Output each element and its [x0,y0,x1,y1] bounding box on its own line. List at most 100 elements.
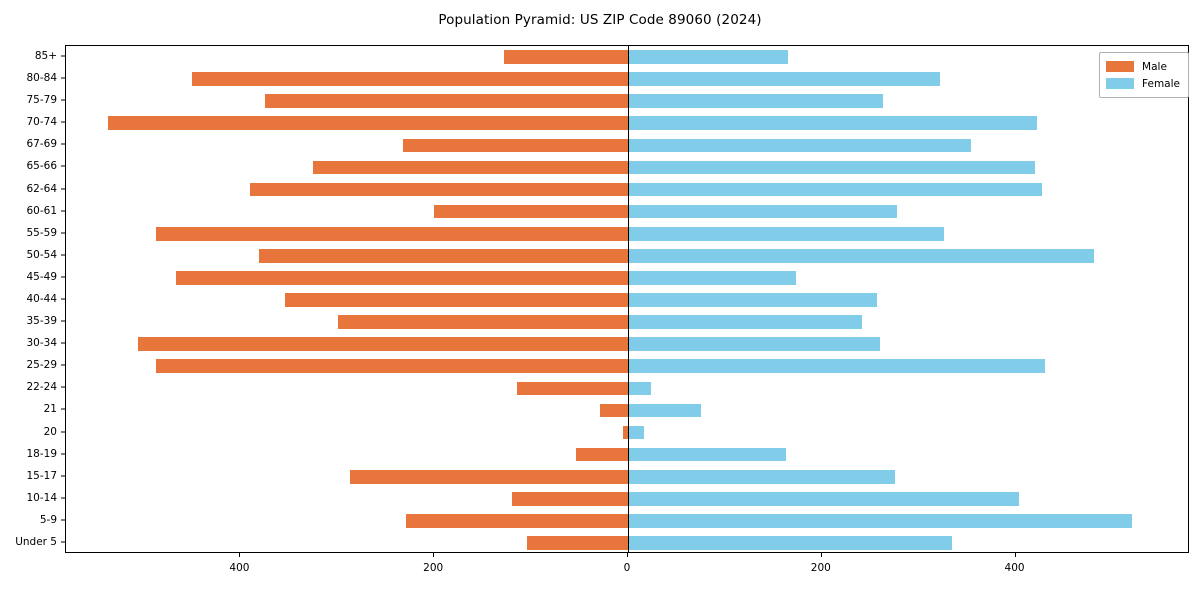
bar-row [66,359,1188,374]
x-tick-mark [820,553,822,557]
bar-female [628,72,940,86]
bar-row [66,381,1188,396]
y-tick-label: 60-61 [26,204,57,217]
page-title: Population Pyramid: US ZIP Code 89060 (2… [438,12,762,28]
bar-female [628,315,863,329]
bar-male [156,226,628,241]
y-tick-label: 85+ [34,50,57,63]
bar-male [107,116,628,131]
y-tick-label: 35-39 [26,315,57,328]
bar-male [575,447,628,462]
legend[interactable]: Male Female [1099,52,1189,98]
bar-female [628,226,944,241]
bar-row [66,72,1188,86]
bar-row [66,491,1188,506]
bar-male [176,271,628,285]
bar-male [623,425,628,440]
bar-male [250,182,628,197]
bar-female [628,50,788,64]
bar-row [66,469,1188,484]
legend-swatch-icon [1106,78,1135,89]
bar-female [628,116,1037,131]
x-tick-label: 400 [229,562,250,574]
legend-label: Male [1142,60,1167,73]
bar-female [628,337,880,351]
bar-female [628,160,1035,175]
bar-row [66,337,1188,351]
bar-female [628,447,786,462]
y-tick-mark [61,121,65,123]
bar-male [338,315,628,329]
y-tick-mark [61,254,65,256]
y-tick-label: 5-9 [39,513,57,526]
y-tick-mark [61,364,65,366]
bar-male [403,138,628,153]
bar-female [628,182,1042,197]
zero-axis-line [628,46,630,552]
y-tick-mark [61,497,65,499]
bar-row [66,248,1188,263]
bar-row [66,536,1188,550]
bar-male [137,337,628,351]
x-tick-mark [1014,553,1016,557]
legend-item-male[interactable]: Male [1106,58,1180,75]
y-tick-mark [61,408,65,410]
bar-female [628,425,644,440]
y-tick-mark [61,453,65,455]
y-tick-label: 10-14 [26,491,57,504]
y-tick-label: 21 [43,403,57,416]
bar-row [66,425,1188,440]
x-tick-label: 400 [1004,562,1025,574]
y-tick-label: 40-44 [26,293,57,305]
y-tick-label: 45-49 [26,270,57,283]
y-tick-mark [61,475,65,477]
y-tick-label: 15-17 [26,469,57,482]
bar-male [503,50,628,64]
y-tick-mark [61,276,65,278]
y-tick-mark [61,77,65,79]
y-tick-label: 65-66 [26,160,57,173]
bar-male [313,160,628,175]
y-tick-mark [61,55,65,57]
x-tick-label: 200 [423,562,444,574]
bar-female [628,514,1132,528]
bar-male [527,536,628,550]
bar-male [516,381,628,396]
bar-female [628,204,898,219]
bar-row [66,271,1188,285]
bar-row [66,138,1188,153]
y-tick-label: 70-74 [26,116,57,129]
x-tick-mark [627,553,628,557]
legend-item-female[interactable]: Female [1106,75,1180,92]
bar-row [66,315,1188,329]
y-tick-mark [61,143,65,145]
y-tick-mark [61,541,65,543]
y-tick-mark [61,99,65,101]
y-tick-mark [61,210,65,212]
bar-row [66,293,1188,307]
y-tick-label: 62-64 [26,182,57,195]
bar-female [628,359,1045,374]
y-tick-mark [61,519,65,521]
bar-female [628,403,701,418]
bar-female [628,469,896,484]
bar-male [264,94,628,109]
bar-male [406,514,628,528]
bar-row [66,514,1188,528]
bar-row [66,204,1188,219]
bar-row [66,116,1188,131]
bars-layer [66,46,1188,552]
y-tick-label: 50-54 [26,248,57,261]
bar-row [66,403,1188,418]
bar-row [66,50,1188,64]
bar-row [66,94,1188,109]
bar-male [511,491,628,506]
y-tick-mark [61,320,65,322]
y-tick-label: 80-84 [26,72,57,85]
y-tick-mark [61,431,65,433]
y-tick-label: 18-19 [26,447,57,460]
bar-female [628,381,652,396]
bar-male [258,248,628,263]
bar-male [599,403,628,418]
